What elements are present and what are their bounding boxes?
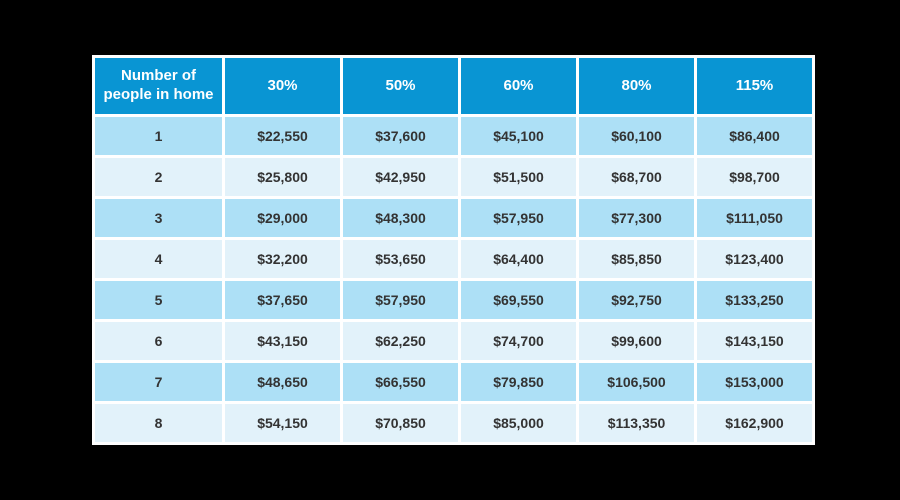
income-limit-cell: $57,950	[461, 199, 576, 237]
income-limit-cell: $48,650	[225, 363, 340, 401]
household-size-cell: 1	[95, 117, 222, 155]
income-limit-cell: $77,300	[579, 199, 694, 237]
header-row: Number of people in home 30% 50% 60% 80% 115%	[95, 58, 812, 114]
income-limit-cell: $92,750	[579, 281, 694, 319]
income-limit-cell: $45,100	[461, 117, 576, 155]
table-row: 1 $22,550 $37,600 $45,100 $60,100 $86,400	[95, 117, 812, 155]
income-limit-cell: $153,000	[697, 363, 812, 401]
income-limits-table-container: Number of people in home 30% 50% 60% 80% 115%…	[92, 55, 815, 445]
income-limit-cell: $62,250	[343, 322, 458, 360]
household-size-cell: 3	[95, 199, 222, 237]
income-limit-cell: $111,050	[697, 199, 812, 237]
income-limit-cell: $64,400	[461, 240, 576, 278]
income-limit-cell: $68,700	[579, 158, 694, 196]
income-limit-cell: $54,150	[225, 404, 340, 442]
column-header: Number of people in home	[95, 58, 222, 114]
column-header: 50%	[343, 58, 458, 114]
income-limit-cell: $37,600	[343, 117, 458, 155]
table-row: 8 $54,150 $70,850 $85,000 $113,350 $162,900	[95, 404, 812, 442]
table-row: 3 $29,000 $48,300 $57,950 $77,300 $111,050	[95, 199, 812, 237]
income-limit-cell: $37,650	[225, 281, 340, 319]
table-row: 4 $32,200 $53,650 $64,400 $85,850 $123,400	[95, 240, 812, 278]
table-row: 2 $25,800 $42,950 $51,500 $68,700 $98,700	[95, 158, 812, 196]
household-size-cell: 4	[95, 240, 222, 278]
income-limit-cell: $53,650	[343, 240, 458, 278]
household-size-cell: 8	[95, 404, 222, 442]
income-limit-cell: $70,850	[343, 404, 458, 442]
income-limit-cell: $57,950	[343, 281, 458, 319]
table-row: 6 $43,150 $62,250 $74,700 $99,600 $143,150	[95, 322, 812, 360]
table-row: 5 $37,650 $57,950 $69,550 $92,750 $133,250	[95, 281, 812, 319]
income-limit-cell: $99,600	[579, 322, 694, 360]
household-size-cell: 6	[95, 322, 222, 360]
income-limit-cell: $143,150	[697, 322, 812, 360]
household-size-cell: 5	[95, 281, 222, 319]
income-limit-cell: $51,500	[461, 158, 576, 196]
income-limit-cell: $85,850	[579, 240, 694, 278]
column-header: 30%	[225, 58, 340, 114]
income-limit-cell: $60,100	[579, 117, 694, 155]
income-limit-cell: $98,700	[697, 158, 812, 196]
income-limit-cell: $133,250	[697, 281, 812, 319]
income-limits-table: Number of people in home 30% 50% 60% 80% 115%…	[92, 55, 815, 445]
income-limit-cell: $85,000	[461, 404, 576, 442]
income-limit-cell: $29,000	[225, 199, 340, 237]
income-limit-cell: $123,400	[697, 240, 812, 278]
income-limit-cell: $25,800	[225, 158, 340, 196]
income-limit-cell: $74,700	[461, 322, 576, 360]
income-limit-cell: $32,200	[225, 240, 340, 278]
income-limit-cell: $69,550	[461, 281, 576, 319]
income-limit-cell: $66,550	[343, 363, 458, 401]
household-size-cell: 7	[95, 363, 222, 401]
income-limit-cell: $43,150	[225, 322, 340, 360]
column-header: 115%	[697, 58, 812, 114]
income-limit-cell: $22,550	[225, 117, 340, 155]
income-limit-cell: $86,400	[697, 117, 812, 155]
household-size-cell: 2	[95, 158, 222, 196]
income-limit-cell: $113,350	[579, 404, 694, 442]
table-header: Number of people in home 30% 50% 60% 80% 115%	[95, 58, 812, 114]
income-limit-cell: $42,950	[343, 158, 458, 196]
table-body: 1 $22,550 $37,600 $45,100 $60,100 $86,400 2 $25…	[95, 117, 812, 442]
income-limit-cell: $48,300	[343, 199, 458, 237]
column-header: 80%	[579, 58, 694, 114]
table-row: 7 $48,650 $66,550 $79,850 $106,500 $153,000	[95, 363, 812, 401]
column-header: 60%	[461, 58, 576, 114]
income-limit-cell: $106,500	[579, 363, 694, 401]
income-limit-cell: $162,900	[697, 404, 812, 442]
income-limit-cell: $79,850	[461, 363, 576, 401]
